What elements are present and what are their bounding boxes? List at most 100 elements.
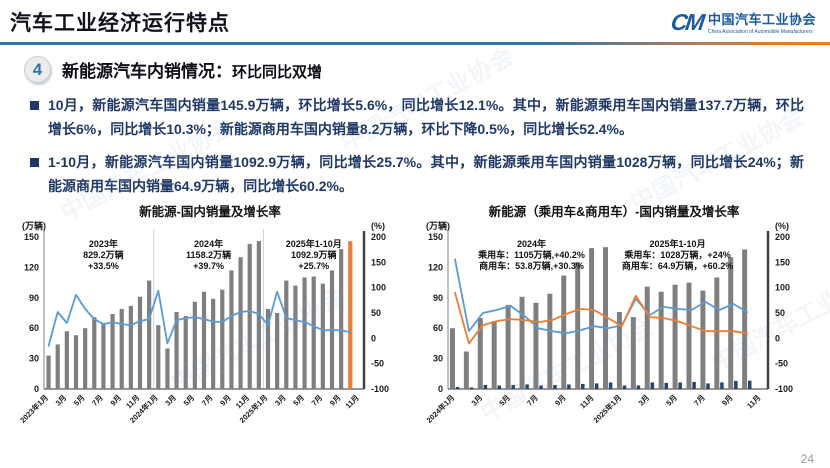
svg-text:150: 150 [428, 232, 443, 242]
svg-text:2023年1月: 2023年1月 [18, 393, 50, 425]
svg-text:11月: 11月 [578, 393, 595, 410]
svg-text:+33.5%: +33.5% [88, 261, 119, 271]
svg-text:乘用车：1028万辆，+24%: 乘用车：1028万辆，+24% [623, 249, 730, 260]
svg-text:9月: 9月 [109, 393, 124, 408]
svg-text:60: 60 [29, 324, 39, 334]
svg-text:0: 0 [371, 334, 376, 344]
bullet-square-icon [30, 158, 39, 168]
chart-title-left: 新能源-国内销量及增长率 [139, 205, 281, 220]
svg-text:90: 90 [29, 293, 39, 303]
svg-text:7月: 7月 [525, 393, 540, 408]
nev-pv-cv-chart-panel: 新能源（乘用车&商用车）-国内销量及增长率 0 30 60 90 120 150 (万辆) -… [412, 201, 816, 437]
svg-text:11月: 11月 [344, 393, 361, 410]
svg-text:7月: 7月 [90, 393, 105, 408]
svg-text:商用车：53.8万辆,+30.3%: 商用车：53.8万辆,+30.3% [479, 260, 584, 271]
svg-text:2024年1月: 2024年1月 [424, 393, 456, 425]
svg-text:乘用车：1105万辆,+40.2%: 乘用车：1105万辆,+40.2% [477, 249, 585, 260]
svg-text:(万辆): (万辆) [22, 221, 46, 231]
svg-text:120: 120 [24, 263, 39, 273]
svg-text:3月: 3月 [470, 393, 485, 408]
svg-text:(%): (%) [775, 221, 789, 231]
nev-domestic-sales-growth-chart: 0306090120150(万辆)-100-50050100150200(%)2… [18, 221, 389, 425]
section-number-badge: 4 [24, 56, 51, 83]
svg-text:30: 30 [433, 354, 443, 364]
svg-text:150: 150 [24, 232, 39, 242]
svg-text:0: 0 [775, 334, 780, 344]
bullet-item-jan-october: 1-10月，新能源汽车国内销量1092.9万辆，同比增长25.7%。其中，新能源… [30, 150, 804, 198]
section-heading-row: 4 新能源汽车内销情况：环比同比双增 [24, 56, 830, 83]
nev-total-chart-panel: 新能源-国内销量及增长率 0 30 60 90 120 150 (万辆) -100 -50 0 50… [8, 201, 412, 437]
svg-text:-50: -50 [371, 359, 384, 369]
svg-text:9月: 9月 [328, 393, 343, 408]
svg-text:9月: 9月 [553, 393, 568, 408]
svg-text:5月: 5月 [182, 393, 197, 408]
section-heading: 新能源汽车内销情况：环比同比双增 [62, 57, 322, 82]
header-divider [0, 42, 830, 45]
bullet-list: 10月，新能源汽车国内销量145.9万辆，环比增长5.6%，同比增长12.1%。… [30, 93, 804, 198]
svg-text:50: 50 [775, 308, 785, 318]
charts-row: 新能源-国内销量及增长率 0 30 60 90 120 150 (万辆) -100 -50 0 50… [0, 201, 830, 437]
svg-text:9月: 9月 [218, 393, 233, 408]
svg-text:2025年1-10月: 2025年1-10月 [650, 238, 706, 249]
svg-text:60: 60 [433, 324, 443, 334]
svg-text:+39.7%: +39.7% [193, 261, 224, 271]
svg-text:9月: 9月 [720, 393, 735, 408]
svg-text:200: 200 [371, 232, 386, 242]
svg-text:-50: -50 [775, 359, 788, 369]
svg-text:3月: 3月 [273, 393, 288, 408]
svg-text:30: 30 [29, 354, 39, 364]
svg-text:5月: 5月 [291, 393, 306, 408]
svg-text:2024年: 2024年 [194, 238, 223, 249]
caam-logo: CM 中国汽车工业协会 China Association of Automob… [669, 8, 816, 36]
svg-text:7月: 7月 [310, 393, 325, 408]
page-title: 汽车工业经济运行特点 [10, 12, 230, 35]
svg-text:0: 0 [34, 384, 39, 394]
svg-text:829.2万辆: 829.2万辆 [83, 249, 124, 260]
svg-text:2025年1月: 2025年1月 [591, 393, 623, 425]
nev-pv-cv-sales-growth-chart: 0306090120150(万辆)-100-50050100150200(%)2… [424, 221, 793, 425]
bullet-text: 10月，新能源汽车国内销量145.9万辆，环比增长5.6%，同比增长12.1%。… [48, 97, 804, 138]
svg-text:200: 200 [775, 232, 790, 242]
svg-text:7月: 7月 [692, 393, 707, 408]
svg-text:50: 50 [371, 308, 381, 318]
svg-text:2025年1-10月: 2025年1-10月 [286, 238, 342, 249]
svg-text:-100: -100 [775, 384, 793, 394]
caam-logo-icon: CM [669, 8, 705, 35]
svg-text:(%): (%) [371, 221, 385, 231]
svg-text:120: 120 [428, 263, 443, 273]
svg-text:11月: 11月 [745, 393, 762, 410]
chart-title-right: 新能源（乘用车&商用车）-国内销量及增长率 [488, 205, 740, 220]
svg-text:1158.2万辆: 1158.2万辆 [186, 249, 231, 260]
svg-text:(万辆): (万辆) [426, 221, 450, 231]
svg-text:100: 100 [775, 283, 790, 293]
svg-text:3月: 3月 [54, 393, 69, 408]
page-number: 24 [800, 452, 814, 466]
bullet-item-october: 10月，新能源汽车国内销量145.9万辆，环比增长5.6%，同比增长12.1%。… [30, 93, 804, 141]
section-heading-main: 新能源汽车内销情况： [62, 62, 232, 81]
svg-text:5月: 5月 [72, 393, 87, 408]
svg-text:2023年: 2023年 [89, 238, 118, 249]
svg-text:+25.7%: +25.7% [298, 261, 329, 271]
bullet-text: 1-10月，新能源汽车国内销量1092.9万辆，同比增长25.7%。其中，新能源… [48, 154, 804, 195]
svg-text:150: 150 [371, 258, 386, 268]
svg-text:0: 0 [438, 384, 443, 394]
svg-text:1092.9万辆: 1092.9万辆 [291, 249, 337, 260]
header: 汽车工业经济运行特点 CM 中国汽车工业协会 China Association… [0, 0, 830, 40]
svg-text:90: 90 [433, 293, 443, 303]
svg-text:3月: 3月 [163, 393, 178, 408]
logo-english-name: China Association of Automobile Manufact… [707, 29, 813, 35]
bullet-square-icon [30, 101, 39, 110]
svg-text:-100: -100 [371, 384, 389, 394]
svg-text:5月: 5月 [497, 393, 512, 408]
svg-text:7月: 7月 [200, 393, 215, 408]
svg-text:150: 150 [775, 258, 790, 268]
svg-text:5月: 5月 [664, 393, 679, 408]
svg-text:商用车：64.9万辆，+60.2%: 商用车：64.9万辆，+60.2% [622, 260, 733, 271]
svg-text:2024年: 2024年 [517, 238, 546, 249]
section-heading-sub: 环比同比双增 [232, 64, 323, 81]
logo-chinese-name: 中国汽车工业协会 [707, 12, 816, 27]
caam-logo-text: 中国汽车工业协会 China Association of Automobile… [708, 9, 816, 35]
svg-text:100: 100 [371, 283, 386, 293]
svg-text:3月: 3月 [637, 393, 652, 408]
